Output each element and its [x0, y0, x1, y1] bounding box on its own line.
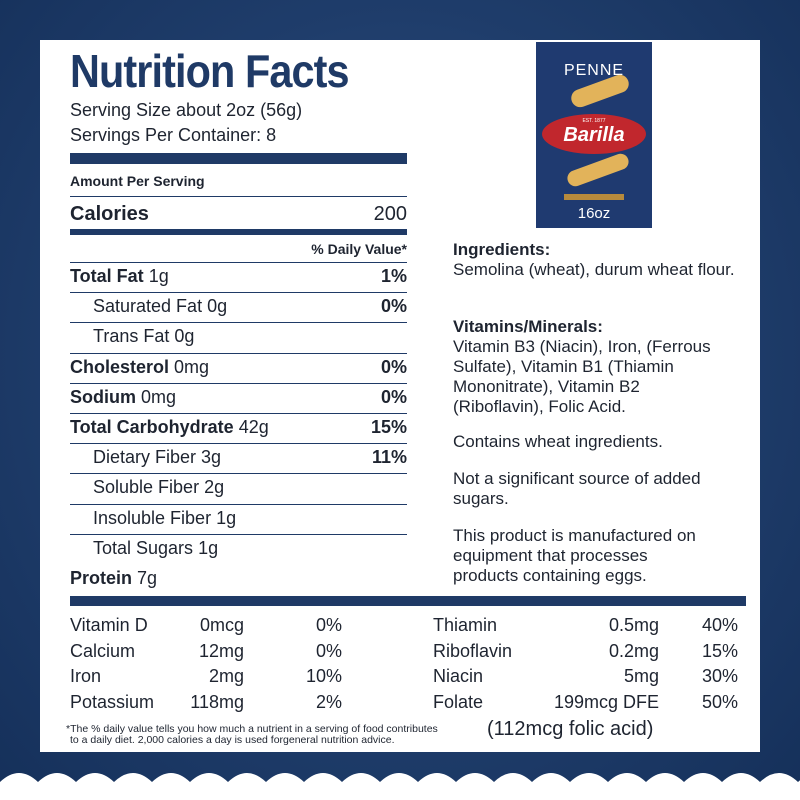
nutrient-row: Trans Fat 0g: [70, 326, 407, 347]
vitamins-text: Vitamin B3 (Niacin), Iron, (Ferrous Sulf…: [453, 337, 711, 416]
vitamin-name: Vitamin D: [70, 615, 148, 635]
divider: [70, 196, 407, 197]
vitamin-name: Riboflavin: [433, 640, 513, 661]
vitamin-amount: 2mg: [208, 666, 244, 686]
nutrient-row: Protein 7g: [70, 568, 407, 589]
vitamin-dv: 40%: [701, 615, 738, 635]
vitamin-amount: 12mg: [198, 640, 244, 661]
ingredients-section: Ingredients: Semolina (wheat), durum whea…: [453, 240, 743, 280]
ingredients-heading: Ingredients:: [453, 240, 551, 259]
vitamin-amount: 0mcg: [199, 615, 244, 635]
divider: [70, 292, 407, 294]
nutrient-name: Trans Fat 0g: [93, 326, 195, 347]
scallop-border: [0, 773, 800, 800]
nutrient-dv: 15%: [370, 417, 407, 437]
page-title: Nutrition Facts: [70, 45, 350, 97]
vitamin-dv: 10%: [305, 666, 342, 686]
nutrient-name: Sodium 0mg: [70, 386, 177, 407]
nutrient-name: Protein 7g: [70, 568, 158, 588]
vitamin-amount: 0.5mg: [608, 615, 659, 635]
nutrient-row: Cholesterol 0mg 0%: [70, 357, 407, 378]
divider: [70, 352, 407, 354]
vitamin-amount: 0.2mg: [608, 640, 659, 661]
brand-name: Barilla: [563, 124, 625, 146]
vitamins-heading: Vitamins/Minerals:: [453, 317, 603, 336]
vitamins-section: Vitamins/Minerals: Vitamin B3 (Niacin), I…: [453, 317, 743, 417]
product-image: PENNE EST. 1877 Barilla 16oz: [536, 42, 652, 228]
nutrient-name: Total Carbohydrate 42g: [70, 417, 269, 437]
vitamin-name: Iron: [70, 666, 102, 686]
folic-acid: (112mcg folic acid): [487, 718, 654, 740]
amount-per-serving: Amount Per Serving: [70, 173, 205, 189]
vitamin-dv: 15%: [701, 640, 738, 661]
divider: [70, 533, 407, 535]
servings-per-container: Servings Per Container: 8: [70, 125, 277, 145]
nutrient-name: Dietary Fiber 3g: [93, 447, 222, 468]
daily-value-header: % Daily Value*: [70, 241, 407, 257]
product-name: PENNE: [563, 62, 625, 79]
nutrient-row: Insoluble Fiber 1g: [70, 508, 407, 529]
nutrient-name: Soluble Fiber 2g: [93, 477, 225, 498]
nutrient-dv: 0%: [380, 296, 407, 317]
divider: [70, 229, 407, 235]
penne-graphic: [565, 151, 631, 189]
footnote: *The % daily value tells you how much a …: [66, 724, 438, 746]
vitamin-name: Potassium: [70, 691, 155, 712]
divider: [70, 322, 407, 324]
vitamin-dv: 0%: [315, 615, 342, 635]
nutrient-row: Soluble Fiber 2g: [70, 477, 407, 498]
daily-value-label: % Daily Value*: [311, 241, 407, 257]
vitamin-name: Calcium: [70, 640, 136, 661]
divider: [70, 596, 746, 606]
vitamin-dv: 0%: [315, 640, 342, 661]
product-weight: 16oz: [577, 205, 611, 222]
nutrient-dv: 11%: [371, 447, 407, 468]
vitamin-name: Folate: [433, 691, 484, 712]
serving-size: Serving Size about 2oz (56g): [70, 100, 303, 120]
calories-label: Calories: [70, 203, 149, 225]
nutrient-name: Saturated Fat 0g: [93, 296, 228, 317]
vitamin-amount: 5mg: [623, 666, 659, 686]
nutrient-row: Saturated Fat 0g 0%: [70, 296, 407, 317]
nutrient-name: Total Sugars 1g: [93, 537, 219, 558]
vitamin-dv: 2%: [315, 691, 342, 712]
nutrient-name: Insoluble Fiber 1g: [93, 507, 237, 528]
nutrient-dv: 1%: [380, 266, 407, 286]
nutrient-row: Total Sugars 1g: [70, 538, 407, 559]
vitamin-dv: 30%: [701, 666, 738, 686]
divider: [70, 413, 407, 414]
footnote-line: to a daily diet. 2,000 calories a day is…: [70, 734, 395, 746]
vitamin-name: Niacin: [433, 666, 484, 686]
pasta-window: [564, 194, 624, 200]
nutrient-row: Sodium 0mg 0%: [70, 387, 407, 408]
equipment-statement: This product is manufactured on equipmen…: [453, 526, 696, 585]
nutrient-dv: 0%: [380, 386, 407, 407]
divider: [70, 503, 407, 505]
vitamin-dv: 50%: [701, 691, 738, 712]
sugars-statement: Not a significant source of added sugars…: [453, 469, 701, 508]
footnote-line: *The % daily value tells you how much a …: [66, 723, 438, 735]
allergen-statement: Contains wheat ingredients.: [453, 432, 663, 451]
nutrient-row: Total Fat 1g 1%: [70, 266, 407, 287]
nutrient-row: Total Carbohydrate 42g 15%: [70, 417, 407, 438]
divider: [70, 153, 407, 164]
nutrient-dv: 0%: [380, 356, 407, 377]
vitamin-name: Thiamin: [433, 615, 498, 635]
divider: [70, 262, 407, 263]
vitamin-amount: 118mg: [190, 691, 244, 712]
nutrient-name: Total Fat 1g: [70, 266, 169, 286]
brand-est: EST. 1877: [582, 118, 606, 124]
ingredients-text: Semolina (wheat), durum wheat flour.: [453, 260, 735, 279]
divider: [70, 473, 407, 475]
vitamin-amount: 199mcg DFE: [553, 691, 659, 712]
divider: [70, 443, 407, 445]
brand-logo: EST. 1877 Barilla: [542, 114, 646, 154]
calories-value: 200: [373, 203, 407, 225]
nutrient-name: Cholesterol 0mg: [70, 356, 210, 377]
calories-row: Calories 200: [70, 203, 407, 226]
nutrient-row: Dietary Fiber 3g 11%: [70, 447, 407, 468]
divider: [70, 382, 407, 384]
